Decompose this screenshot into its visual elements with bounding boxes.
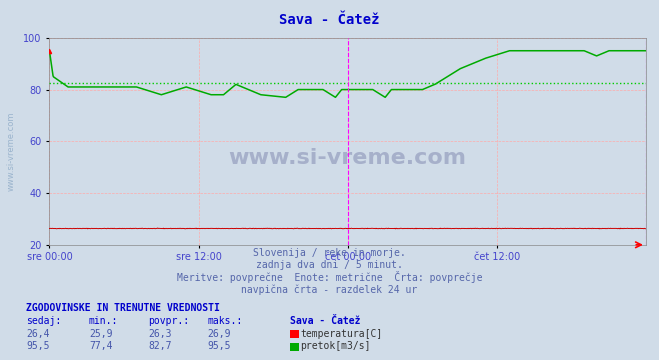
Text: Slovenija / reke in morje.: Slovenija / reke in morje. [253, 248, 406, 258]
Text: 95,5: 95,5 [208, 341, 231, 351]
Text: 82,7: 82,7 [148, 341, 172, 351]
Text: 26,3: 26,3 [148, 329, 172, 339]
Text: sedaj:: sedaj: [26, 316, 61, 326]
Text: temperatura[C]: temperatura[C] [301, 329, 383, 339]
Text: min.:: min.: [89, 316, 119, 326]
Text: 95,5: 95,5 [26, 341, 50, 351]
Text: 77,4: 77,4 [89, 341, 113, 351]
Text: www.si-vreme.com: www.si-vreme.com [229, 148, 467, 168]
Text: 25,9: 25,9 [89, 329, 113, 339]
Text: Meritve: povprečne  Enote: metrične  Črta: povprečje: Meritve: povprečne Enote: metrične Črta:… [177, 271, 482, 283]
Text: Sava - Čatež: Sava - Čatež [279, 13, 380, 27]
Text: zadnja dva dni / 5 minut.: zadnja dva dni / 5 minut. [256, 260, 403, 270]
Text: 26,9: 26,9 [208, 329, 231, 339]
Text: maks.:: maks.: [208, 316, 243, 326]
Text: povpr.:: povpr.: [148, 316, 189, 326]
Text: 26,4: 26,4 [26, 329, 50, 339]
Text: navpična črta - razdelek 24 ur: navpična črta - razdelek 24 ur [241, 285, 418, 296]
Text: www.si-vreme.com: www.si-vreme.com [7, 112, 16, 191]
Text: ZGODOVINSKE IN TRENUTNE VREDNOSTI: ZGODOVINSKE IN TRENUTNE VREDNOSTI [26, 303, 220, 314]
Text: pretok[m3/s]: pretok[m3/s] [301, 341, 371, 351]
Text: Sava - Čatež: Sava - Čatež [290, 316, 360, 326]
